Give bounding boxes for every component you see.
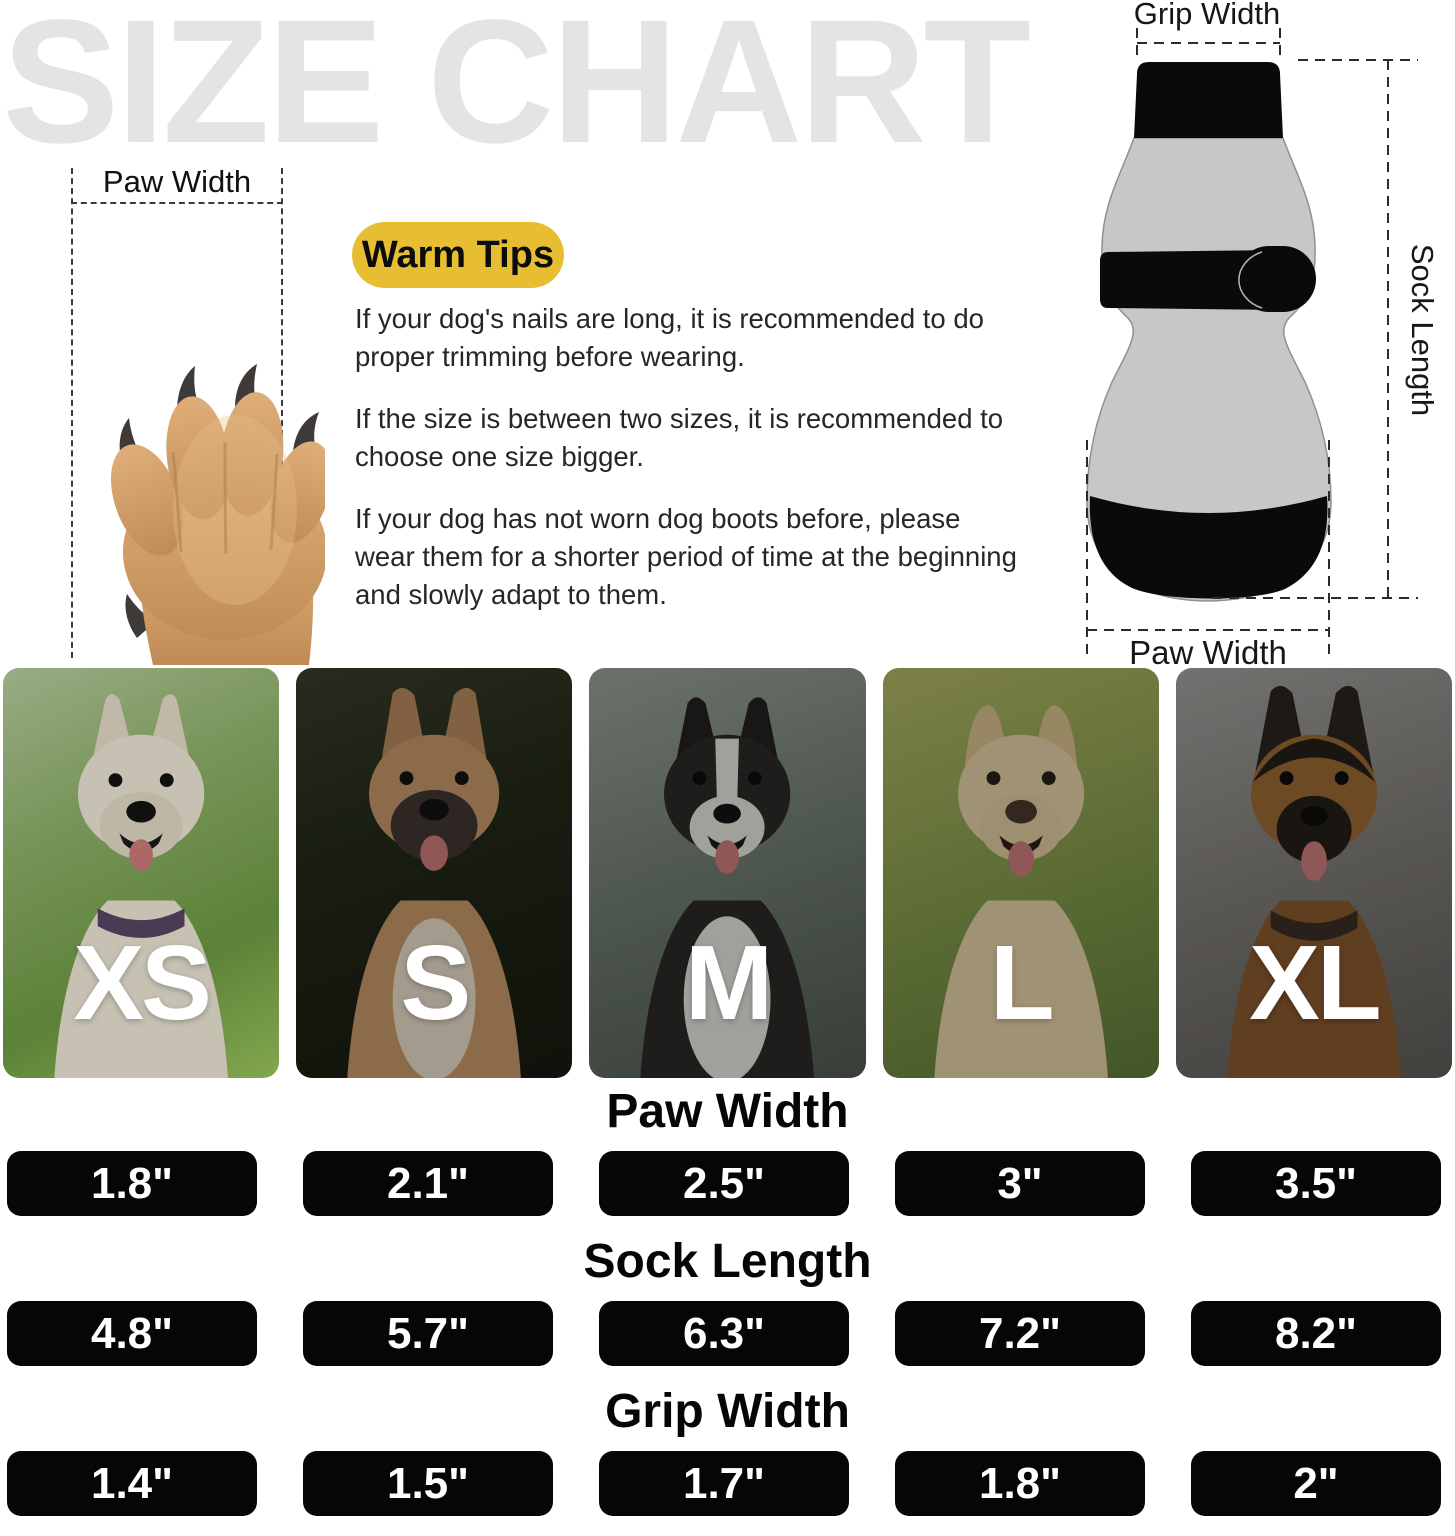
- dog-photo-labrador: [933, 705, 1108, 1078]
- size-label-m: M: [684, 924, 773, 1042]
- size-card-xs: XS: [3, 668, 280, 1078]
- measure-pill: 3.5": [1191, 1151, 1441, 1216]
- photo-dark-overlay: [3, 668, 280, 1078]
- measure-pill: 2.1": [303, 1151, 553, 1216]
- dog-photo-german-shepherd: [1227, 685, 1401, 1078]
- measure-pill: 4.8": [7, 1301, 257, 1366]
- size-card-l: L: [882, 668, 1159, 1078]
- warm-tip-1: If your dog's nails are long, it is reco…: [355, 303, 984, 372]
- paw-width-label: Paw Width: [102, 164, 252, 199]
- size-card-row: XS S M: [3, 668, 1452, 1078]
- photo-dark-overlay: [296, 668, 573, 1078]
- dog-photo-border-collie: [640, 697, 815, 1078]
- paw-width-row: 1.8" 2.1" 2.5" 3" 3.5": [7, 1151, 1441, 1216]
- sock-strap: [1100, 250, 1282, 310]
- sock-paw-width-label: Paw Width: [1129, 634, 1287, 671]
- size-label-xl: XL: [1249, 924, 1381, 1042]
- warm-tips-badge: Warm Tips: [352, 222, 564, 288]
- size-label-s: S: [400, 924, 471, 1042]
- measure-pill: 7.2": [895, 1301, 1145, 1366]
- warm-tip-3: If your dog has not worn dog boots befor…: [355, 503, 1017, 610]
- size-label-xs: XS: [73, 924, 211, 1042]
- measure-pill: 3": [895, 1151, 1145, 1216]
- sock-cuff: [1134, 62, 1283, 138]
- sock-length-row: 4.8" 5.7" 6.3" 7.2" 8.2": [7, 1301, 1441, 1366]
- measure-pill: 8.2": [1191, 1301, 1441, 1366]
- dog-photo-french-bulldog: [347, 687, 522, 1078]
- sock-length-label: Sock Length: [1405, 244, 1440, 416]
- paw-measure-line-right: [281, 168, 283, 658]
- paw-measure-line-top: [71, 202, 283, 204]
- size-table: Paw Width 1.8" 2.1" 2.5" 3" 3.5" Sock Le…: [0, 1086, 1455, 1536]
- measure-pill: 1.5": [303, 1451, 553, 1516]
- grip-width-label: Grip Width: [1134, 0, 1280, 31]
- size-label-l: L: [989, 924, 1055, 1042]
- size-card-xl: XL: [1175, 668, 1452, 1078]
- measure-pill: 1.8": [7, 1151, 257, 1216]
- measure-header-paw-width: Paw Width: [606, 1085, 849, 1138]
- measure-pill: 2.5": [599, 1151, 849, 1216]
- measure-header-sock-length: Sock Length: [583, 1235, 872, 1288]
- dog-photo-west-highland-terrier: [54, 694, 228, 1078]
- measure-pill: 1.7": [599, 1451, 849, 1516]
- dog-paw-photo: [110, 364, 325, 665]
- sock-strap-tab: [1236, 246, 1316, 312]
- photo-dark-overlay: [589, 668, 866, 1078]
- page-title: SIZE CHART: [2, 0, 1031, 180]
- measure-pill: 6.3": [599, 1301, 849, 1366]
- paw-measure-line-left: [71, 168, 73, 658]
- measure-pill: 5.7": [303, 1301, 553, 1366]
- grip-width-row: 1.4" 1.5" 1.7" 1.8" 2": [7, 1451, 1441, 1516]
- warm-tips-text: If your dog's nails are long, it is reco…: [355, 300, 1023, 638]
- paw-body: [110, 392, 325, 665]
- warm-tip-2: If the size is between two sizes, it is …: [355, 403, 1004, 472]
- measure-header-grip-width: Grip Width: [605, 1385, 850, 1438]
- measure-pill: 2": [1191, 1451, 1441, 1516]
- photo-dark-overlay: [882, 668, 1159, 1078]
- sock-foot: [1089, 496, 1328, 599]
- sock-measurement-diagram: Grip Width Sock Length Paw Width: [1086, 0, 1440, 671]
- size-card-m: M: [589, 668, 866, 1078]
- photo-dark-overlay: [1175, 668, 1452, 1078]
- measure-pill: 1.8": [895, 1451, 1145, 1516]
- measure-pill: 1.4": [7, 1451, 257, 1516]
- size-card-s: S: [296, 668, 573, 1078]
